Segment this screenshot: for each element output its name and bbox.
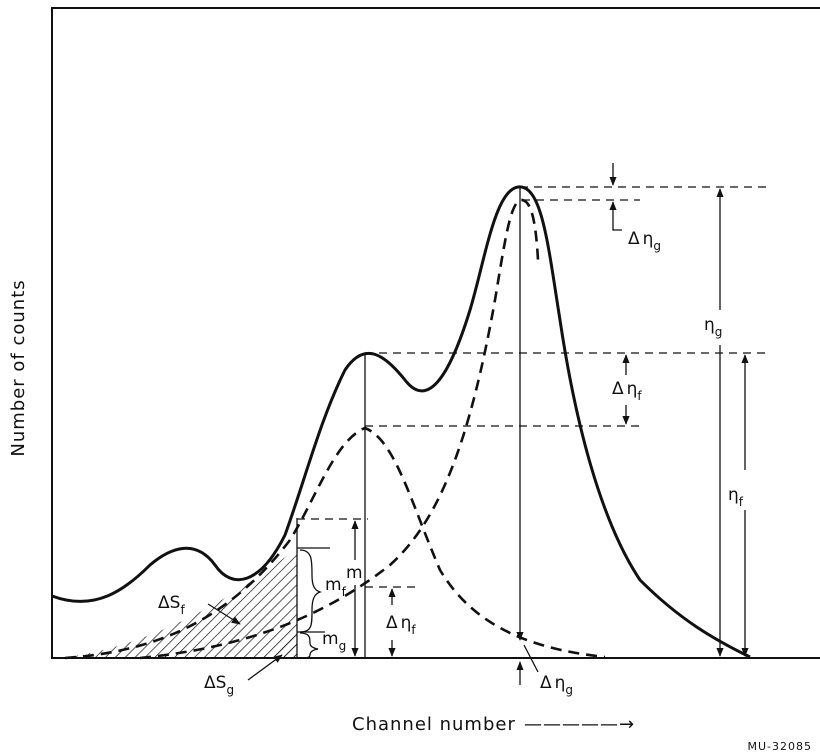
composite-spectrum-curve (51, 185, 751, 659)
delta-sg-hatched-area (262, 632, 297, 658)
label-mg: mg (322, 629, 346, 653)
delta-eta-g-leader (612, 222, 622, 231)
label-delta-sf: ΔSf (158, 593, 185, 617)
x-axis-title: Channel number (352, 714, 516, 735)
x-axis-arrow: —————→ (524, 714, 635, 735)
y-axis-title: Number of counts (8, 279, 29, 456)
label-eta-f: ηf (728, 485, 744, 509)
delta-eta-g-bottom-leader (523, 644, 539, 673)
mf-brace (299, 549, 323, 633)
plot-frame (51, 7, 820, 659)
delta-sf-hatched-area (62, 548, 297, 658)
label-delta-sg: ΔSg (204, 673, 234, 697)
peak-f-dashed-curve (64, 426, 606, 660)
figure-code: MU-32085 (747, 740, 812, 753)
label-eta-g: ηg (704, 315, 722, 339)
delta-sg-leader (247, 654, 283, 681)
mg-brace (299, 632, 319, 659)
label-mf: mf (325, 575, 347, 599)
delta-sf-leader-arrow (207, 603, 241, 625)
label-m: m (346, 563, 363, 583)
